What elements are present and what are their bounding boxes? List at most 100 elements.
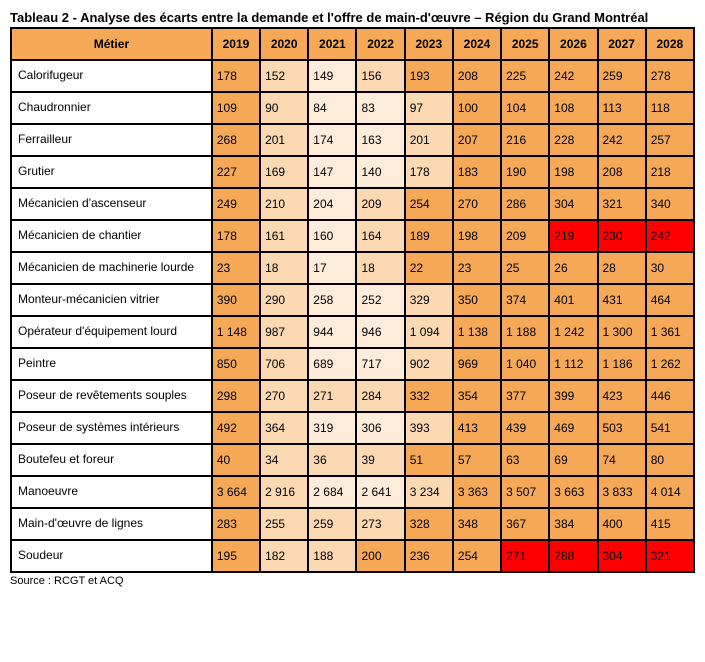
cell-value: 178 — [212, 60, 260, 92]
row-label: Soudeur — [11, 540, 212, 572]
cell-value: 140 — [356, 156, 404, 188]
cell-value: 258 — [308, 284, 356, 316]
cell-value: 100 — [453, 92, 501, 124]
cell-value: 254 — [453, 540, 501, 572]
cell-value: 80 — [646, 444, 694, 476]
table-row: Soudeur195182188200236254271288304321 — [11, 540, 694, 572]
cell-value: 147 — [308, 156, 356, 188]
cell-value: 188 — [308, 540, 356, 572]
cell-value: 209 — [501, 220, 549, 252]
cell-value: 259 — [308, 508, 356, 540]
cell-value: 271 — [308, 380, 356, 412]
row-label: Grutier — [11, 156, 212, 188]
cell-value: 182 — [260, 540, 308, 572]
row-label: Peintre — [11, 348, 212, 380]
cell-value: 364 — [260, 412, 308, 444]
cell-value: 178 — [405, 156, 453, 188]
cell-value: 1 186 — [598, 348, 646, 380]
cell-value: 3 664 — [212, 476, 260, 508]
cell-value: 255 — [260, 508, 308, 540]
cell-value: 328 — [405, 508, 453, 540]
cell-value: 4 014 — [646, 476, 694, 508]
cell-value: 63 — [501, 444, 549, 476]
cell-value: 18 — [260, 252, 308, 284]
cell-value: 689 — [308, 348, 356, 380]
cell-value: 161 — [260, 220, 308, 252]
cell-value: 286 — [501, 188, 549, 220]
cell-value: 198 — [453, 220, 501, 252]
cell-value: 252 — [356, 284, 404, 316]
cell-value: 218 — [646, 156, 694, 188]
cell-value: 208 — [453, 60, 501, 92]
cell-value: 193 — [405, 60, 453, 92]
cell-value: 306 — [356, 412, 404, 444]
cell-value: 464 — [646, 284, 694, 316]
cell-value: 377 — [501, 380, 549, 412]
cell-value: 26 — [549, 252, 597, 284]
row-label: Ferrailleur — [11, 124, 212, 156]
cell-value: 28 — [598, 252, 646, 284]
cell-value: 190 — [501, 156, 549, 188]
cell-value: 183 — [453, 156, 501, 188]
cell-value: 278 — [646, 60, 694, 92]
cell-value: 201 — [405, 124, 453, 156]
table-row: Poseur de systèmes intérieurs49236431930… — [11, 412, 694, 444]
header-metier: Métier — [11, 28, 212, 60]
cell-value: 228 — [549, 124, 597, 156]
cell-value: 204 — [308, 188, 356, 220]
table-row: Grutier227169147140178183190198208218 — [11, 156, 694, 188]
cell-value: 944 — [308, 316, 356, 348]
header-year: 2028 — [646, 28, 694, 60]
table-row: Calorifugeur1781521491561932082252422592… — [11, 60, 694, 92]
cell-value: 3 363 — [453, 476, 501, 508]
table-title: Tableau 2 - Analyse des écarts entre la … — [10, 10, 695, 25]
row-label: Main-d'œuvre de lignes — [11, 508, 212, 540]
cell-value: 22 — [405, 252, 453, 284]
cell-value: 354 — [453, 380, 501, 412]
cell-value: 946 — [356, 316, 404, 348]
cell-value: 413 — [453, 412, 501, 444]
table-row: Mécanicien d'ascenseur249210204209254270… — [11, 188, 694, 220]
table-row: Mécanicien de machinerie lourde231817182… — [11, 252, 694, 284]
cell-value: 174 — [308, 124, 356, 156]
cell-value: 321 — [646, 540, 694, 572]
cell-value: 200 — [356, 540, 404, 572]
header-year: 2023 — [405, 28, 453, 60]
cell-value: 1 361 — [646, 316, 694, 348]
cell-value: 374 — [501, 284, 549, 316]
cell-value: 290 — [260, 284, 308, 316]
cell-value: 283 — [212, 508, 260, 540]
cell-value: 249 — [212, 188, 260, 220]
cell-value: 216 — [501, 124, 549, 156]
cell-value: 446 — [646, 380, 694, 412]
cell-value: 350 — [453, 284, 501, 316]
cell-value: 208 — [598, 156, 646, 188]
row-label: Opérateur d'équipement lourd — [11, 316, 212, 348]
cell-value: 84 — [308, 92, 356, 124]
cell-value: 271 — [501, 540, 549, 572]
cell-value: 3 234 — [405, 476, 453, 508]
cell-value: 1 094 — [405, 316, 453, 348]
cell-value: 242 — [646, 220, 694, 252]
row-label: Manoeuvre — [11, 476, 212, 508]
cell-value: 321 — [598, 188, 646, 220]
row-label: Mécanicien de machinerie lourde — [11, 252, 212, 284]
cell-value: 3 833 — [598, 476, 646, 508]
cell-value: 384 — [549, 508, 597, 540]
cell-value: 469 — [549, 412, 597, 444]
header-year: 2027 — [598, 28, 646, 60]
cell-value: 25 — [501, 252, 549, 284]
source-text: Source : RCGT et ACQ — [10, 575, 695, 587]
cell-value: 108 — [549, 92, 597, 124]
cell-value: 198 — [549, 156, 597, 188]
cell-value: 225 — [501, 60, 549, 92]
header-year: 2021 — [308, 28, 356, 60]
cell-value: 149 — [308, 60, 356, 92]
cell-value: 340 — [646, 188, 694, 220]
cell-value: 1 138 — [453, 316, 501, 348]
row-label: Monteur-mécanicien vitrier — [11, 284, 212, 316]
cell-value: 400 — [598, 508, 646, 540]
cell-value: 230 — [598, 220, 646, 252]
cell-value: 30 — [646, 252, 694, 284]
header-year: 2024 — [453, 28, 501, 60]
